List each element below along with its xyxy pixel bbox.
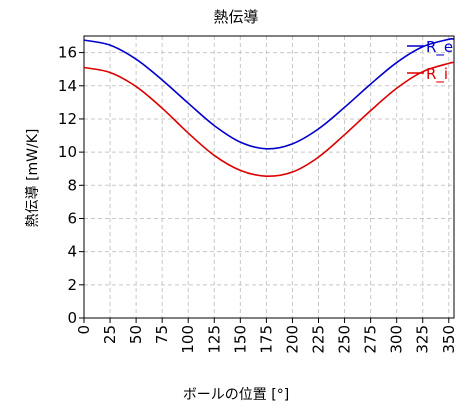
series-line-r-i (83, 61, 455, 178)
x-tick-label: 125 (205, 325, 223, 354)
y-tick-label: 14 (58, 77, 77, 95)
chart-title: 熱伝導 (213, 8, 259, 26)
y-tick-label: 4 (67, 243, 77, 261)
x-tick-label: 100 (179, 325, 197, 354)
legend-label: R_e (426, 38, 453, 57)
series-line-r-e (83, 37, 455, 150)
x-tick-label: 200 (283, 325, 301, 354)
y-tick-label: 8 (67, 176, 77, 194)
x-tick-label: 50 (127, 325, 145, 344)
legend-label: R_i (426, 65, 448, 84)
y-tick-label: 6 (67, 209, 77, 227)
y-tick-label: 2 (67, 276, 77, 294)
x-tick-label: 325 (414, 325, 432, 354)
x-axis-label: ボールの位置 [°] (182, 387, 290, 403)
y-tick-label: 10 (58, 143, 77, 161)
x-tick-label: 350 (440, 325, 458, 354)
y-tick-label: 0 (67, 309, 77, 327)
x-tick-label: 175 (257, 325, 275, 354)
x-tick-label: 75 (153, 325, 171, 344)
plot-frame (83, 35, 455, 319)
x-tick-label: 275 (362, 325, 380, 354)
x-tick-label: 0 (75, 325, 93, 335)
y-tick-label: 12 (58, 110, 77, 128)
x-tick-label: 225 (310, 325, 328, 354)
y-tick-label: 16 (58, 44, 77, 62)
x-tick-label: 250 (336, 325, 354, 354)
x-tick-label: 300 (388, 325, 406, 354)
x-tick-label: 150 (231, 325, 249, 354)
x-tick-label: 25 (101, 325, 119, 344)
